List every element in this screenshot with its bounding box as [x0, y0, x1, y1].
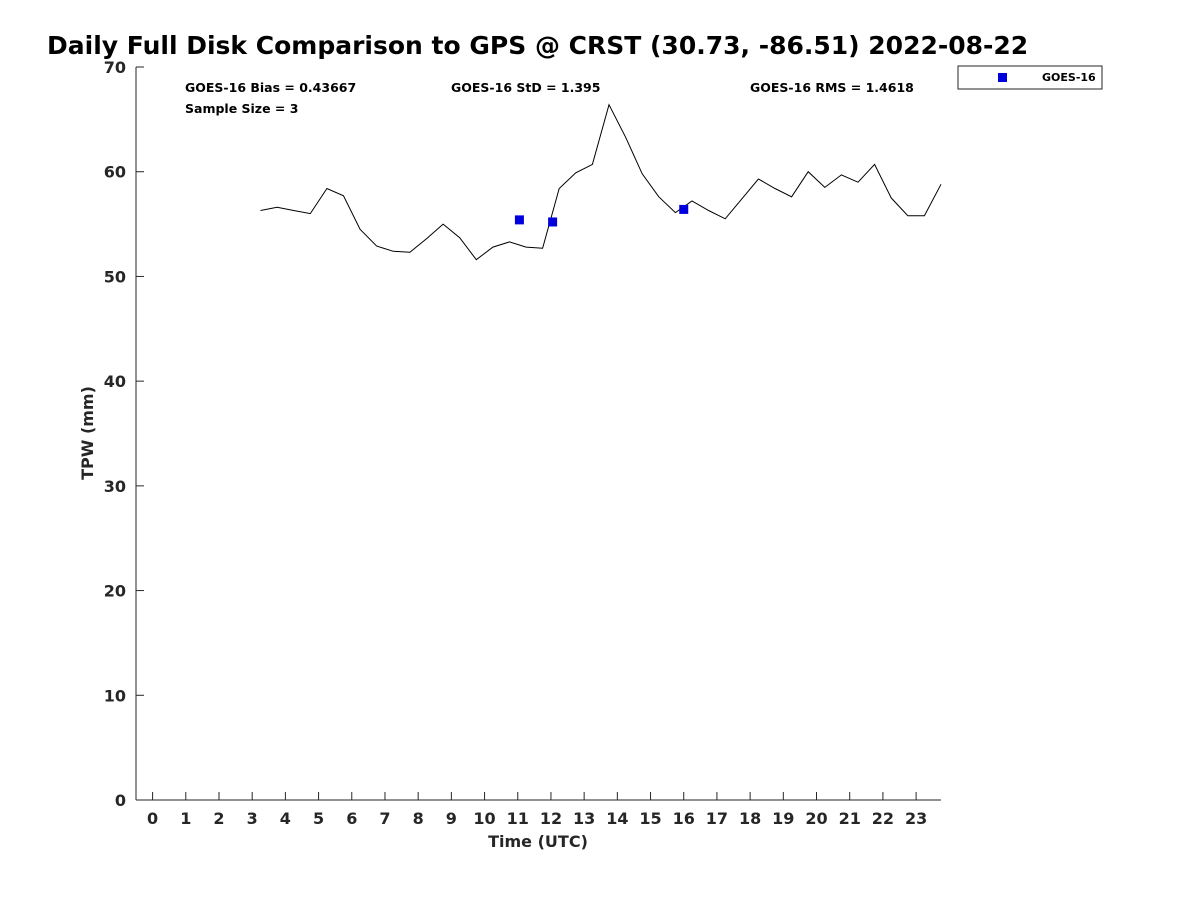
bias-stat: GOES-16 Bias = 0.43667	[185, 80, 356, 95]
x-tick-label: 18	[739, 809, 761, 828]
plot-area	[260, 103, 942, 261]
legend-label-goes16: GOES-16	[1042, 71, 1096, 84]
goes16-point	[514, 215, 524, 225]
axes	[135, 67, 941, 801]
x-tick-label: 4	[280, 809, 291, 828]
sample-size-stat: Sample Size = 3	[185, 101, 298, 116]
goes16-point	[679, 204, 689, 214]
x-tick-label: 1	[180, 809, 191, 828]
x-tick-label: 5	[313, 809, 324, 828]
gps-tpw-line	[260, 103, 942, 261]
x-tick-label: 22	[872, 809, 894, 828]
x-tick-label: 21	[839, 809, 861, 828]
x-tick-label: 11	[507, 809, 529, 828]
x-tick-label: 0	[147, 809, 158, 828]
y-ticks: 0 10 20 30 40 50 60 70	[104, 58, 144, 810]
rms-stat: GOES-16 RMS = 1.4618	[750, 80, 914, 95]
x-tick-label: 17	[706, 809, 728, 828]
legend: GOES-16	[957, 65, 1103, 90]
x-tick-label: 2	[213, 809, 224, 828]
y-tick-label: 0	[115, 791, 126, 810]
x-tick-label: 19	[772, 809, 794, 828]
y-tick-label: 10	[104, 686, 126, 705]
x-tick-label: 13	[573, 809, 595, 828]
y-tick-label: 70	[104, 58, 126, 77]
x-tick-label: 15	[639, 809, 661, 828]
x-tick-label: 23	[905, 809, 927, 828]
chart-title: Daily Full Disk Comparison to GPS @ CRST…	[47, 31, 1028, 60]
x-tick-label: 10	[473, 809, 495, 828]
x-tick-label: 3	[247, 809, 258, 828]
x-ticks: 0 1 2 3 4 5 6 7 8 9 10 11 12 13 14 15 16 17 18 19 20 21 22 23	[147, 792, 927, 828]
y-tick-label: 50	[104, 267, 126, 286]
x-tick-label: 16	[673, 809, 695, 828]
x-tick-label: 6	[346, 809, 357, 828]
x-tick-label: 14	[606, 809, 628, 828]
y-tick-label: 20	[104, 582, 126, 601]
x-tick-label: 9	[446, 809, 457, 828]
legend-marker-goes16	[998, 73, 1007, 82]
y-tick-label: 30	[104, 477, 126, 496]
std-stat: GOES-16 StD = 1.395	[451, 80, 600, 95]
legend-box	[957, 65, 1103, 90]
y-axis-label: TPW (mm)	[78, 386, 97, 480]
goes16-point	[548, 217, 558, 227]
x-tick-label: 8	[413, 809, 424, 828]
y-tick-label: 40	[104, 372, 126, 391]
y-tick-label: 60	[104, 163, 126, 182]
x-axis-label: Time (UTC)	[488, 832, 588, 851]
x-tick-label: 12	[540, 809, 562, 828]
x-tick-label: 20	[805, 809, 827, 828]
x-tick-label: 7	[379, 809, 390, 828]
